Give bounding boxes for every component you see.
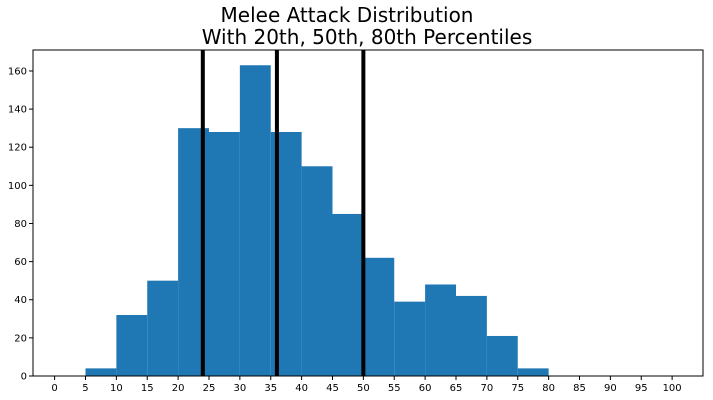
histogram-bar xyxy=(425,284,456,376)
chart-title-line-2: With 20th, 50th, 80th Percentiles xyxy=(202,25,533,49)
histogram-bar xyxy=(486,335,518,376)
histogram-bar xyxy=(455,295,487,376)
x-tick-label: 35 xyxy=(264,383,277,394)
x-tick-label: 100 xyxy=(663,383,682,394)
chart-title-line-1: Melee Attack Distribution xyxy=(221,3,474,27)
y-tick-label: 20 xyxy=(14,333,27,344)
x-tick-label: 5 xyxy=(82,383,88,394)
y-tick-label: 120 xyxy=(8,143,27,154)
histogram-bar xyxy=(517,368,549,376)
x-tick-label: 55 xyxy=(388,383,401,394)
x-tick-label: 85 xyxy=(573,383,586,394)
x-tick-label: 75 xyxy=(511,383,524,394)
histogram-bar xyxy=(208,131,240,376)
x-tick-label: 15 xyxy=(141,383,154,394)
plot-frame xyxy=(32,49,704,377)
x-tick-label: 0 xyxy=(51,383,57,394)
x-tick-label: 70 xyxy=(481,383,494,394)
histogram-bar xyxy=(363,257,395,376)
y-tick-label: 80 xyxy=(14,219,27,230)
x-tick-label: 65 xyxy=(450,383,463,394)
x-tick-label: 20 xyxy=(172,383,185,394)
y-tick-label: 140 xyxy=(8,105,27,116)
y-tick-label: 160 xyxy=(8,66,27,77)
x-axis-ticks: 0 5 10 15 20 25 30 35 40 45 50 55 60 65 70 75 80 85 90 95 10… xyxy=(51,376,682,394)
histogram-bar xyxy=(332,213,364,376)
histogram-bar xyxy=(116,314,148,376)
y-axis-ticks: 0 20 40 60 80 100 120 140 160 xyxy=(8,66,33,383)
x-tick-label: 45 xyxy=(326,383,339,394)
x-tick-label: 30 xyxy=(233,383,246,394)
axes xyxy=(32,49,704,377)
percentile-lines xyxy=(200,50,366,376)
x-tick-label: 90 xyxy=(604,383,617,394)
x-tick-label: 95 xyxy=(635,383,648,394)
histogram-bars xyxy=(85,65,549,376)
y-tick-label: 60 xyxy=(14,257,27,268)
histogram-bar xyxy=(147,280,179,376)
histogram-bar xyxy=(301,166,333,376)
y-tick-label: 100 xyxy=(8,181,27,192)
histogram-bar xyxy=(85,368,117,376)
x-tick-label: 80 xyxy=(542,383,555,394)
histogram-bar xyxy=(239,65,271,376)
x-tick-label: 60 xyxy=(419,383,432,394)
x-tick-label: 40 xyxy=(295,383,308,394)
y-tick-label: 0 xyxy=(21,372,27,383)
x-tick-label: 25 xyxy=(203,383,216,394)
x-tick-label: 10 xyxy=(110,383,123,394)
histogram-bar xyxy=(394,301,426,376)
x-tick-label: 50 xyxy=(357,383,370,394)
y-tick-label: 40 xyxy=(14,295,27,306)
